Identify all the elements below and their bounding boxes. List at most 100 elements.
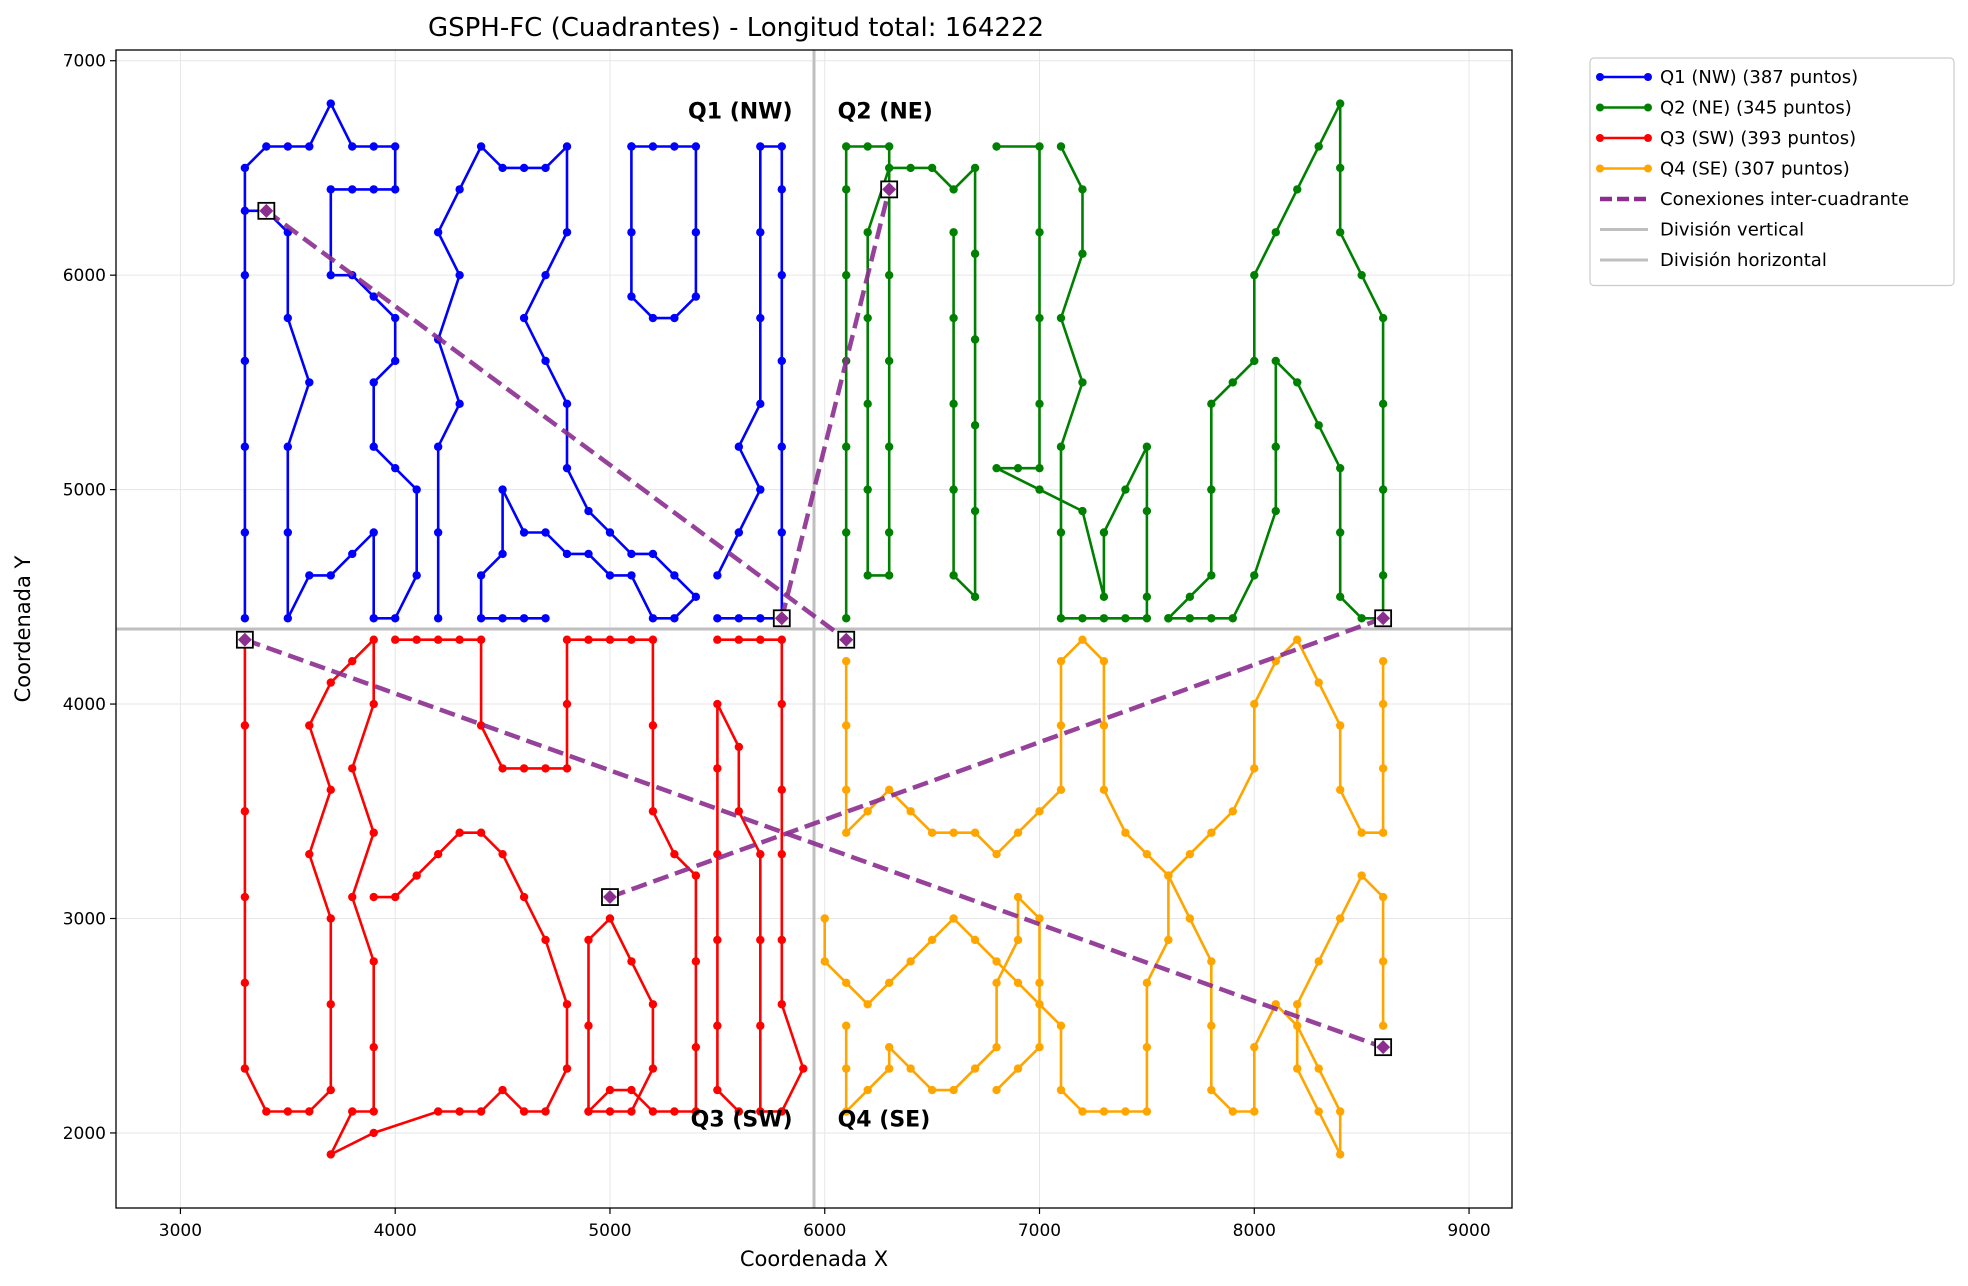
- series-line: [995, 145, 1149, 620]
- data-point: [648, 142, 658, 151]
- data-point: [691, 1042, 701, 1052]
- data-point: [1121, 1107, 1130, 1116]
- data-point: [1035, 1042, 1044, 1052]
- data-point: [240, 528, 250, 537]
- data-point: [927, 163, 937, 173]
- data-point: [240, 614, 250, 623]
- data-point: [326, 1085, 335, 1095]
- data-point: [691, 871, 701, 880]
- data-point: [734, 528, 744, 537]
- x-tick-label: 6000: [803, 1221, 846, 1241]
- data-point: [1142, 978, 1152, 988]
- data-point: [326, 1000, 335, 1009]
- legend-item: Q3 (SW) (393 puntos): [1596, 128, 1856, 149]
- data-point: [1142, 614, 1152, 623]
- data-point: [369, 1128, 378, 1138]
- data-point: [777, 849, 786, 859]
- data-point: [283, 528, 293, 537]
- data-point: [949, 914, 958, 923]
- data-point: [240, 978, 250, 988]
- data-point: [1314, 678, 1323, 687]
- data-point: [1121, 485, 1130, 494]
- data-point: [498, 849, 507, 859]
- data-point: [1357, 871, 1366, 880]
- legend-marker: [1596, 73, 1604, 81]
- data-point: [1013, 463, 1023, 473]
- data-point: [369, 185, 378, 194]
- data-point: [326, 678, 335, 687]
- y-tick-label: 7000: [63, 52, 106, 72]
- data-point: [863, 399, 872, 409]
- data-point: [863, 1085, 872, 1095]
- data-point: [1378, 399, 1388, 409]
- data-point: [691, 292, 701, 301]
- series-path: [1164, 99, 1388, 623]
- data-point: [1378, 699, 1388, 709]
- data-point: [1099, 528, 1109, 537]
- data-point: [1035, 914, 1044, 923]
- data-point: [391, 356, 400, 366]
- data-point: [562, 463, 572, 473]
- data-point: [691, 592, 701, 602]
- data-point: [949, 313, 958, 323]
- data-point: [391, 142, 400, 151]
- data-point: [1228, 807, 1238, 816]
- data-point: [884, 978, 894, 988]
- data-point: [756, 228, 765, 237]
- data-point: [412, 871, 421, 880]
- data-point: [605, 528, 615, 537]
- data-point: [326, 99, 335, 108]
- data-point: [1293, 378, 1302, 387]
- data-point: [842, 614, 851, 623]
- data-point: [1035, 399, 1044, 409]
- data-point: [777, 185, 786, 194]
- data-point: [541, 1107, 550, 1116]
- data-point: [1314, 1107, 1323, 1116]
- data-point: [906, 1064, 915, 1073]
- data-point: [1293, 1000, 1302, 1009]
- data-point: [884, 571, 894, 580]
- data-point: [756, 849, 765, 859]
- data-point: [455, 828, 464, 837]
- quadrant-label: Q3 (SW): [691, 1108, 793, 1133]
- endpoint-diamond: [237, 632, 252, 647]
- data-point: [648, 1107, 658, 1116]
- data-point: [713, 635, 722, 644]
- data-point: [1142, 1042, 1152, 1052]
- data-point: [1271, 228, 1280, 237]
- data-point: [756, 399, 765, 409]
- data-point: [884, 528, 894, 537]
- data-point: [992, 978, 1001, 988]
- data-point: [1142, 506, 1152, 516]
- data-point: [476, 635, 486, 644]
- data-point: [992, 849, 1001, 859]
- data-point: [1335, 528, 1345, 537]
- y-tick-label: 4000: [63, 695, 106, 715]
- data-point: [992, 142, 1001, 151]
- data-point: [240, 163, 250, 173]
- data-point: [348, 1107, 357, 1116]
- data-point: [842, 1064, 851, 1073]
- data-point: [605, 635, 615, 644]
- data-point: [605, 1107, 615, 1116]
- data-point: [584, 506, 593, 516]
- data-point: [949, 1085, 958, 1095]
- data-point: [713, 1085, 722, 1095]
- data-point: [1250, 356, 1259, 366]
- data-point: [348, 185, 357, 194]
- data-point: [842, 978, 851, 988]
- data-point: [1357, 614, 1366, 623]
- series-line: [716, 638, 805, 1113]
- data-point: [777, 356, 786, 366]
- data-point: [1035, 142, 1044, 151]
- data-point: [476, 721, 486, 730]
- data-point: [970, 163, 980, 173]
- data-point: [1013, 935, 1023, 945]
- data-point: [1293, 1064, 1302, 1073]
- data-point: [541, 614, 550, 623]
- data-point: [1164, 871, 1173, 880]
- data-point: [562, 635, 572, 644]
- legend-label: Q2 (NE) (345 puntos): [1660, 98, 1852, 119]
- data-point: [1250, 1107, 1259, 1116]
- data-point: [541, 764, 550, 773]
